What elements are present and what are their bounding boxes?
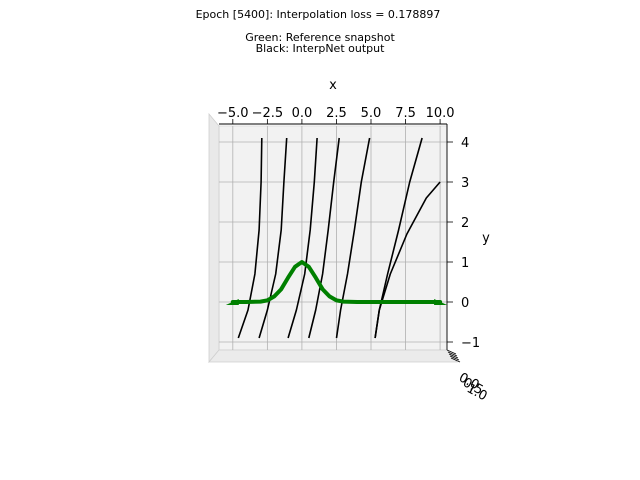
z-axis-tick (448, 353, 459, 359)
axes-panes (208, 112, 458, 364)
x-tick-label: 7.5 (395, 106, 416, 121)
y-tick-label: 0 (461, 296, 469, 311)
interpnet-line (374, 181, 441, 339)
interpnet-line (258, 137, 288, 339)
z-axis-tick (450, 357, 461, 363)
z-axis-tick (449, 355, 460, 361)
x-tick-label: −5.0 (217, 106, 249, 121)
y-axis-label: y (482, 231, 490, 246)
interpnet-line (287, 137, 318, 339)
x-tick-label: 2.5 (326, 106, 347, 121)
interpnet-line (308, 137, 340, 339)
z-axis-tick (447, 351, 458, 357)
chart-title: Epoch [5400]: Interpolation loss = 0.178… (196, 8, 441, 21)
floor-pane (208, 349, 458, 363)
interpnet-line (237, 137, 263, 339)
y-tick-label: 4 (461, 136, 469, 151)
legend-line-reference: Green: Reference snapshot (245, 31, 395, 44)
y-axis-ticks: −1 0 1 2 3 4 (447, 136, 480, 351)
y-tick-label: −1 (461, 336, 480, 351)
y-tick-label: 1 (461, 256, 469, 271)
y-tick-label: 2 (461, 216, 469, 231)
x-axis-label: x (329, 78, 337, 93)
reference-line (230, 260, 443, 304)
x-tick-label: −2.5 (252, 106, 284, 121)
x-tick-label: 0.0 (292, 106, 313, 121)
series-reference-snapshot (225, 260, 448, 305)
back-pane (218, 125, 448, 351)
x-tick-label: 5.0 (361, 106, 382, 121)
y-tick-label: 3 (461, 176, 469, 191)
legend-line-interpnet: Black: InterpNet output (256, 42, 386, 55)
axis-lines (219, 123, 448, 350)
reference-end-left (225, 299, 239, 305)
x-axis-ticks: −5.0 −2.5 0.0 2.5 5.0 7.5 10.0 (217, 106, 455, 124)
z-axis-tick (446, 349, 457, 355)
reference-end-right (434, 299, 448, 305)
series-interpnet-output (237, 137, 441, 339)
interpnet-line (335, 137, 371, 339)
left-side-pane (208, 112, 220, 364)
x-tick-label: 10.0 (426, 106, 455, 121)
